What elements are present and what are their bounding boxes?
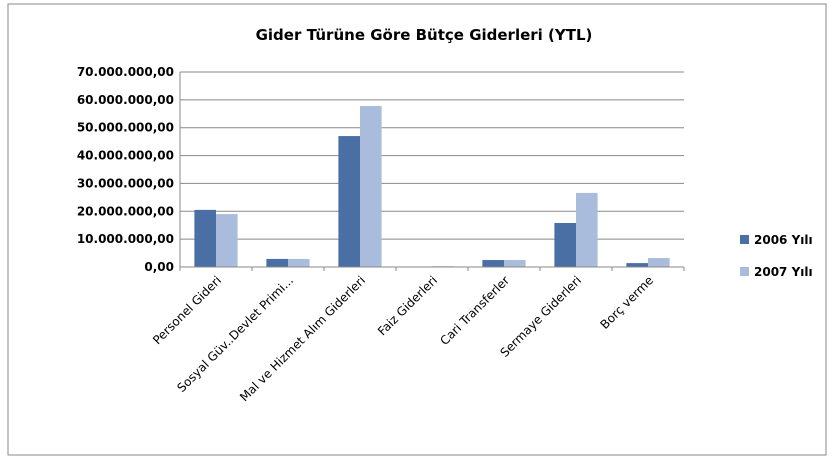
bar [576,192,598,267]
bar [288,258,310,267]
y-tick-label: 70.000.000,00 [77,65,174,79]
chart-title: Gider Türüne Göre Bütçe Giderleri (YTL) [256,26,593,44]
y-tick-label: 40.000.000,00 [77,149,174,163]
bar [216,214,238,267]
y-tick-label: 0,00 [144,260,174,274]
bar [266,258,288,267]
bar [194,209,216,267]
legend-label: 2006 Yılı [754,233,813,247]
y-tick-label: 30.000.000,00 [77,176,174,190]
bar [482,260,504,267]
legend-label: 2007 Yılı [754,265,813,279]
chart-frame [7,3,827,456]
y-tick-label: 60.000.000,00 [77,93,174,107]
bar [360,105,382,267]
legend-swatch [740,267,749,276]
y-tick-label: 10.000.000,00 [77,232,174,246]
bar [554,222,576,267]
legend-swatch [740,235,749,244]
bar [338,136,360,267]
y-tick-label: 50.000.000,00 [77,121,174,135]
bar [504,260,526,267]
y-tick-label: 20.000.000,00 [77,204,174,218]
bar [648,258,670,267]
bar [626,263,648,267]
